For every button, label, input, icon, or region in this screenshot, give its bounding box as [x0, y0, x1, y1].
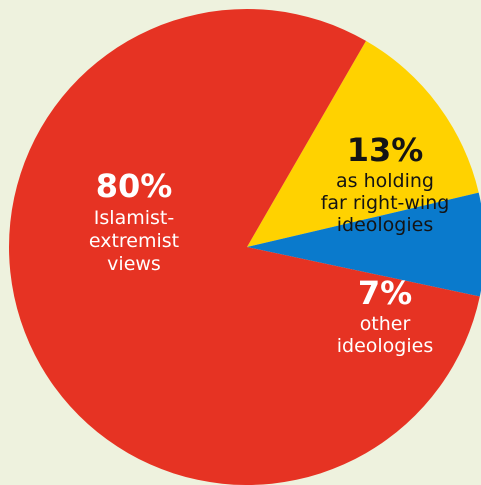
slice-description-far-right-line-2: far right-wing	[321, 192, 450, 214]
slice-description-far-right-line-3: ideologies	[337, 214, 433, 236]
slice-description-islamist-line-1: Islamist-	[94, 207, 174, 229]
slice-percent-label-far-right: 13%	[347, 131, 424, 169]
slice-description-far-right-line-1: as holding	[336, 170, 434, 192]
pie-slice-far-right	[247, 40, 479, 247]
slice-percent-label-other: 7%	[358, 274, 412, 312]
pie-slices	[9, 9, 481, 485]
slice-description-other-line-1: other	[360, 313, 411, 335]
pie-slice-islamist	[9, 9, 480, 485]
slice-description-islamist-line-3: views	[107, 253, 161, 275]
slice-description-islamist-line-2: extremist	[89, 230, 179, 252]
slice-percent-label-islamist: 80%	[96, 167, 173, 205]
pie-slice-other	[247, 192, 481, 297]
slice-description-other-line-2: ideologies	[337, 335, 433, 357]
